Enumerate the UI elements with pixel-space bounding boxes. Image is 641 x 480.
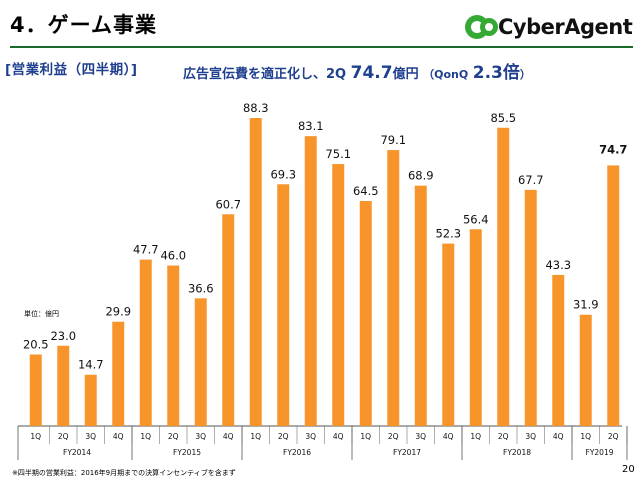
data-label: 79.1 <box>380 133 406 147</box>
data-label: 31.9 <box>573 298 599 312</box>
quarter-tick-label: 1Q <box>250 432 261 441</box>
headline-unit: 億円 <box>392 67 419 82</box>
footnote: ※四半期の営業利益：2016年9月期までの決算インセンティブを含まず <box>12 469 236 477</box>
quarter-tick-label: 3Q <box>415 432 426 441</box>
quarter-tick-label: 1Q <box>470 432 481 441</box>
data-label: 75.1 <box>325 147 351 161</box>
quarter-tick-label: 4Q <box>223 432 234 441</box>
brand-name: CyberAgent <box>498 15 633 39</box>
quarter-tick-label: 2Q <box>608 432 619 441</box>
data-label: 20.5 <box>23 337 49 351</box>
bar-fy2019-1q <box>579 314 592 426</box>
data-label: 46.0 <box>160 249 186 263</box>
quarter-tick-label: 1Q <box>360 432 371 441</box>
quarter-tick-label: 2Q <box>278 432 289 441</box>
cyberagent-logo <box>465 15 498 39</box>
data-label: 56.4 <box>463 212 489 226</box>
data-label: 88.3 <box>243 101 269 115</box>
quarter-tick-label: 1Q <box>140 432 151 441</box>
fiscal-year-label: FY2015 <box>173 448 201 457</box>
headline-prefix: 広告宣伝費を適正化し、2Q <box>183 67 347 82</box>
quarter-tick-label: 4Q <box>443 432 454 441</box>
data-label: 43.3 <box>545 258 571 272</box>
fiscal-year-label: FY2014 <box>63 448 91 457</box>
bar-fy2017-2q <box>387 150 400 426</box>
fiscal-year-label: FY2017 <box>393 448 421 457</box>
quarter-tick-label: 2Q <box>388 432 399 441</box>
data-label: 47.7 <box>133 243 159 257</box>
bar-fy2019-2q <box>607 165 620 426</box>
data-label: 36.6 <box>188 281 214 295</box>
quarter-tick-label: 3Q <box>305 432 316 441</box>
title-rule <box>10 46 633 48</box>
quarter-tick-label: 1Q <box>30 432 41 441</box>
unit-label: 単位：億円 <box>24 310 59 318</box>
fiscal-year-label: FY2016 <box>283 448 311 457</box>
quarter-tick-label: 4Q <box>113 432 124 441</box>
quarter-tick-label: 1Q <box>580 432 591 441</box>
quarter-tick-label: 2Q <box>58 432 69 441</box>
bar-fy2018-4q <box>552 274 565 426</box>
bar-fy2014-1q <box>29 354 42 426</box>
bar-fy2018-3q <box>524 189 537 426</box>
headline: 広告宣伝費を適正化し、2Q 74.7億円 （QonQ 2.3倍） <box>183 58 531 83</box>
quarter-tick-label: 3Q <box>85 432 96 441</box>
data-label: 85.5 <box>490 111 516 125</box>
quarter-tick-label: 4Q <box>333 432 344 441</box>
bar-fy2018-1q <box>469 229 482 426</box>
data-label: 60.7 <box>215 197 241 211</box>
data-label: 29.9 <box>105 305 131 319</box>
bar-fy2017-1q <box>359 201 372 426</box>
bar-fy2018-2q <box>497 127 510 427</box>
headline-qonq-value: 2.3倍 <box>472 63 520 83</box>
quarter-tick-label: 2Q <box>498 432 509 441</box>
data-label: 64.5 <box>353 184 379 198</box>
headline-value: 74.7 <box>350 63 393 83</box>
data-label: 67.7 <box>518 173 544 187</box>
data-label: 83.1 <box>298 119 324 133</box>
bar-fy2014-2q <box>57 345 70 426</box>
data-label: 23.0 <box>50 329 76 343</box>
bar-fy2016-4q <box>332 164 345 426</box>
data-label: 14.7 <box>78 358 104 372</box>
bar-fy2015-1q <box>139 259 152 426</box>
bar-fy2015-3q <box>194 298 207 426</box>
bar-fy2016-2q <box>277 184 290 426</box>
page-title: 4．ゲーム事業 <box>10 13 157 37</box>
data-label: 68.9 <box>408 169 434 183</box>
bar-fy2017-4q <box>442 243 455 426</box>
quarter-tick-label: 3Q <box>525 432 536 441</box>
bar-fy2014-4q <box>112 321 125 426</box>
fiscal-year-label: FY2018 <box>503 448 531 457</box>
data-label: 74.7 <box>599 142 627 156</box>
cyberagent-logo-icon <box>465 15 498 39</box>
section-subtitle: [営業利益（四半期）] <box>5 62 138 78</box>
headline-qonq-close: ） <box>519 68 531 81</box>
bar-fy2016-1q <box>249 118 262 426</box>
bar-fy2016-3q <box>304 136 317 426</box>
quarter-tick-label: 4Q <box>553 432 564 441</box>
quarter-tick-label: 3Q <box>195 432 206 441</box>
bar-fy2015-4q <box>222 214 235 426</box>
headline-qonq-open: （QonQ <box>423 68 469 81</box>
bar-fy2014-3q <box>84 374 97 426</box>
bar-fy2015-2q <box>167 265 180 426</box>
data-label: 69.3 <box>270 167 296 181</box>
page-number: 20 <box>622 464 635 475</box>
quarter-tick-label: 2Q <box>168 432 179 441</box>
bar-fy2017-3q <box>414 185 427 426</box>
fiscal-year-label: FY2019 <box>586 448 614 457</box>
data-label: 52.3 <box>435 227 461 241</box>
